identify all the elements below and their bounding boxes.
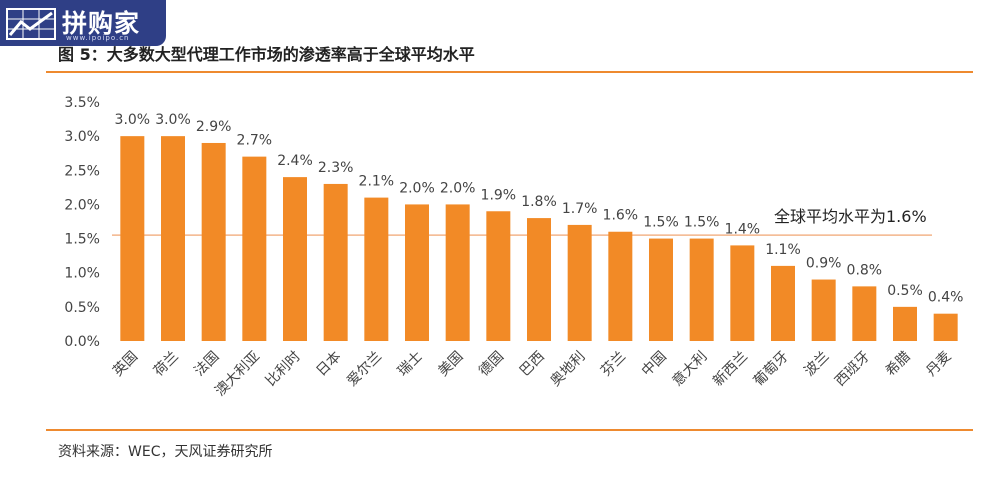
x-tick-label: 奥地利 xyxy=(547,348,589,390)
source-note: 资料来源：WEC，天风证券研究所 xyxy=(58,444,273,460)
y-tick-label: 0.0% xyxy=(64,334,100,350)
bar xyxy=(730,245,755,341)
x-tick-label: 英国 xyxy=(109,348,141,380)
bar xyxy=(201,142,226,341)
x-tick-label: 爱尔兰 xyxy=(344,349,385,390)
y-axis: 0.0% 0.5% 1.0% 1.5% 2.0% 2.5% 3.0% 3.5% xyxy=(64,95,100,350)
bar xyxy=(811,279,836,341)
chart-logo-icon xyxy=(6,8,56,40)
bar-value-label: 0.5% xyxy=(887,283,923,299)
site-logo: 拼购家 www.ipoipo.cn xyxy=(0,0,166,46)
logo-text: 拼购家 xyxy=(62,9,141,38)
y-tick-label: 2.5% xyxy=(64,163,100,179)
x-tick-label: 波兰 xyxy=(801,349,832,380)
x-tick-label: 比利时 xyxy=(263,349,304,390)
x-tick-label: 巴西 xyxy=(517,349,548,380)
y-tick-label: 0.5% xyxy=(64,300,100,316)
bar xyxy=(120,136,145,341)
x-tick-label: 丹麦 xyxy=(923,349,954,380)
bar xyxy=(649,238,673,341)
average-line-label: 全球平均水平为1.6% xyxy=(774,207,927,226)
x-tick-label: 意大利 xyxy=(669,348,711,390)
bar-value-label: 1.1% xyxy=(765,242,801,258)
y-tick-label: 3.5% xyxy=(64,95,100,111)
x-tick-label: 希腊 xyxy=(883,349,914,380)
x-axis: 英国 荷兰 法国澳大利亚 比利时 日本 爱尔兰 瑞士 美国 德国 巴西 奥地利 芬兰 中国 意大利 新西兰葡… xyxy=(109,348,954,400)
bar-value-label: 3.0% xyxy=(155,112,191,128)
x-tick-label: 法国 xyxy=(191,349,222,380)
bar-value-label: 2.7% xyxy=(237,133,273,149)
bar xyxy=(527,218,551,341)
y-tick-label: 1.5% xyxy=(64,232,100,248)
bar-value-label: 3.0% xyxy=(115,112,151,128)
bar-value-label: 1.5% xyxy=(684,215,720,231)
x-tick-label: 美国 xyxy=(435,349,466,380)
bar xyxy=(608,231,633,341)
bottom-rule xyxy=(46,429,973,431)
logo-url: www.ipoipo.cn xyxy=(66,34,130,42)
bar-value-label: 1.8% xyxy=(521,194,557,210)
bar-value-label: 0.8% xyxy=(847,262,883,278)
bar xyxy=(323,183,348,341)
bar-value-label: 1.6% xyxy=(603,208,639,224)
x-tick-label: 西班牙 xyxy=(832,349,873,390)
bar xyxy=(852,286,877,341)
bar-value-label: 0.4% xyxy=(928,290,964,306)
bar-value-label: 2.0% xyxy=(399,180,435,196)
bar xyxy=(405,204,429,341)
bar-value-label: 2.0% xyxy=(440,180,476,196)
bar xyxy=(242,156,267,341)
y-tick-label: 1.0% xyxy=(64,266,100,282)
bar-value-label: 2.4% xyxy=(277,153,313,169)
bars-group xyxy=(120,136,958,341)
bar xyxy=(771,265,795,341)
x-tick-label: 新西兰 xyxy=(710,349,751,390)
bar xyxy=(364,197,389,341)
value-labels-group: 3.0% 3.0% 2.9%2.7%2.4% 2.3%2.1% 2.0% 2.0% 1.9%… xyxy=(115,112,964,306)
bar xyxy=(161,136,185,341)
bar-value-label: 2.9% xyxy=(196,119,232,135)
bar-value-label: 0.9% xyxy=(806,256,842,272)
x-tick-label: 荷兰 xyxy=(151,349,182,380)
y-tick-label: 2.0% xyxy=(64,197,100,213)
x-tick-label: 芬兰 xyxy=(598,349,629,380)
x-tick-label: 瑞士 xyxy=(395,349,426,380)
bar-value-label: 2.1% xyxy=(359,174,395,190)
x-tick-label: 德国 xyxy=(476,349,507,380)
bar xyxy=(689,238,714,341)
bar-value-label: 1.9% xyxy=(481,187,517,203)
y-tick-label: 3.0% xyxy=(64,129,100,145)
bar xyxy=(283,177,307,341)
x-tick-label: 日本 xyxy=(313,349,344,380)
bar-value-label: 2.3% xyxy=(318,160,354,176)
top-rule xyxy=(46,71,973,73)
bar-value-label: 1.4% xyxy=(725,221,761,237)
bar-value-label: 1.7% xyxy=(562,201,598,217)
bar xyxy=(486,211,511,341)
bar xyxy=(445,204,470,341)
bar xyxy=(933,313,958,341)
bar xyxy=(567,224,592,341)
x-tick-label: 澳大利亚 xyxy=(212,349,263,400)
x-tick-label: 中国 xyxy=(639,349,670,380)
bar-value-label: 1.5% xyxy=(643,215,679,231)
x-tick-label: 葡萄牙 xyxy=(751,349,792,390)
figure-title: 图 5：大多数大型代理工作市场的渗透率高于全球平均水平 xyxy=(58,45,475,64)
bar xyxy=(893,306,917,341)
